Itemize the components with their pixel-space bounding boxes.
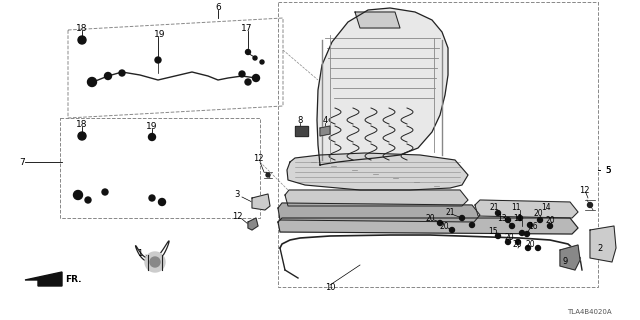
Circle shape xyxy=(449,228,454,233)
Text: 18: 18 xyxy=(76,119,88,129)
Circle shape xyxy=(119,70,125,76)
Text: 12: 12 xyxy=(579,186,589,195)
Circle shape xyxy=(85,197,91,203)
Polygon shape xyxy=(278,203,480,222)
Text: 17: 17 xyxy=(241,23,253,33)
Text: 12: 12 xyxy=(253,154,263,163)
Text: 20: 20 xyxy=(504,233,514,242)
Polygon shape xyxy=(355,12,400,28)
Circle shape xyxy=(148,133,156,140)
Circle shape xyxy=(260,60,264,64)
Text: 3: 3 xyxy=(234,189,240,198)
Circle shape xyxy=(520,230,525,236)
Circle shape xyxy=(78,36,86,44)
Text: 20: 20 xyxy=(512,239,522,249)
Circle shape xyxy=(266,173,270,177)
Circle shape xyxy=(239,71,245,77)
Text: 10: 10 xyxy=(324,284,335,292)
Circle shape xyxy=(538,218,543,222)
Text: FR.: FR. xyxy=(65,276,81,284)
Circle shape xyxy=(527,222,532,228)
Polygon shape xyxy=(320,126,330,136)
Circle shape xyxy=(245,79,251,85)
Circle shape xyxy=(145,252,165,272)
Circle shape xyxy=(518,215,522,220)
Circle shape xyxy=(74,190,83,199)
Text: 21: 21 xyxy=(489,203,499,212)
Text: 7: 7 xyxy=(19,157,25,166)
Circle shape xyxy=(506,218,511,222)
Text: 20: 20 xyxy=(439,221,449,230)
Text: 19: 19 xyxy=(147,122,157,131)
Bar xyxy=(60,118,260,218)
Text: 1: 1 xyxy=(138,249,143,258)
Text: 6: 6 xyxy=(215,3,221,12)
Polygon shape xyxy=(285,190,468,206)
Circle shape xyxy=(509,223,515,228)
Text: 13: 13 xyxy=(497,213,507,222)
Polygon shape xyxy=(317,8,448,165)
Circle shape xyxy=(470,222,474,228)
Text: 20: 20 xyxy=(545,215,555,225)
Circle shape xyxy=(525,231,529,236)
Circle shape xyxy=(547,223,552,228)
Circle shape xyxy=(515,239,520,244)
Polygon shape xyxy=(252,194,270,210)
Circle shape xyxy=(149,195,155,201)
Circle shape xyxy=(495,234,500,238)
Circle shape xyxy=(253,56,257,60)
Polygon shape xyxy=(560,245,580,270)
Text: 11: 11 xyxy=(511,203,521,212)
Text: 11: 11 xyxy=(513,213,523,222)
Polygon shape xyxy=(475,200,578,218)
Text: 9: 9 xyxy=(563,258,568,267)
Polygon shape xyxy=(248,218,258,230)
Bar xyxy=(278,2,598,287)
Circle shape xyxy=(246,50,250,54)
Circle shape xyxy=(495,211,500,215)
Circle shape xyxy=(506,239,511,244)
Text: 20: 20 xyxy=(425,213,435,222)
Circle shape xyxy=(525,245,531,251)
Polygon shape xyxy=(278,218,578,234)
Text: 20: 20 xyxy=(533,209,543,218)
Circle shape xyxy=(155,57,161,63)
Circle shape xyxy=(588,203,593,207)
Text: 20: 20 xyxy=(525,239,535,249)
Text: 15: 15 xyxy=(488,227,498,236)
Circle shape xyxy=(88,77,97,86)
Text: 19: 19 xyxy=(154,29,166,38)
Text: 21: 21 xyxy=(445,207,455,217)
Circle shape xyxy=(253,75,259,82)
Text: 18: 18 xyxy=(76,23,88,33)
Polygon shape xyxy=(295,126,308,136)
Text: 4: 4 xyxy=(323,116,328,124)
Circle shape xyxy=(460,215,465,220)
Text: 5: 5 xyxy=(605,165,611,174)
Circle shape xyxy=(159,198,166,205)
Circle shape xyxy=(104,73,111,79)
Circle shape xyxy=(438,220,442,226)
Text: 14: 14 xyxy=(541,203,551,212)
Text: 8: 8 xyxy=(298,116,303,124)
Circle shape xyxy=(150,257,160,267)
Circle shape xyxy=(78,132,86,140)
Text: TLA4B4020A: TLA4B4020A xyxy=(568,309,612,315)
Circle shape xyxy=(536,245,541,251)
Text: 12: 12 xyxy=(232,212,243,220)
Text: 2: 2 xyxy=(597,244,603,252)
Text: 5: 5 xyxy=(605,165,611,174)
Text: 16: 16 xyxy=(528,221,538,230)
Polygon shape xyxy=(25,272,62,286)
Polygon shape xyxy=(590,226,616,262)
Polygon shape xyxy=(287,153,468,190)
Circle shape xyxy=(102,189,108,195)
